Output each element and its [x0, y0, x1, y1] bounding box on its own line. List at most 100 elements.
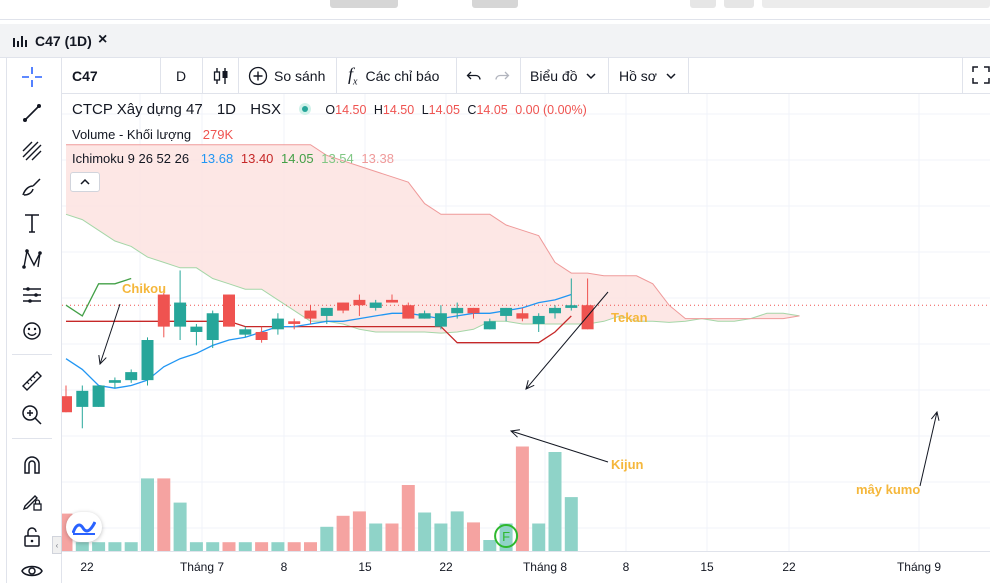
volume-bar [401, 485, 415, 551]
volume-bar [515, 446, 529, 551]
candle-body [549, 307, 561, 314]
volume-bar [450, 511, 464, 551]
time-axis-label: Tháng 9 [896, 560, 942, 574]
candle-body [190, 326, 203, 332]
prediction-icon[interactable] [17, 280, 47, 310]
candle-body [76, 390, 89, 407]
chevron-down-icon [666, 73, 676, 80]
volume-bar [141, 478, 154, 551]
senkou-span-b-line [66, 144, 800, 320]
kumo-arrow-head [930, 410, 940, 421]
toolbar-separator [520, 58, 521, 94]
candle-body [92, 385, 105, 407]
ruler-icon[interactable] [17, 366, 47, 396]
toolbar-separator [336, 58, 337, 94]
lock-icon[interactable] [17, 522, 47, 552]
browser-search-box[interactable] [762, 0, 990, 8]
candle-body [108, 380, 121, 383]
candle-body [483, 321, 496, 330]
redo-button[interactable] [494, 58, 510, 94]
time-axis-label: 22 [80, 560, 94, 574]
undo-icon [466, 71, 481, 80]
kumo-arrow [919, 411, 938, 487]
candle-body [223, 294, 235, 327]
chart-type-dropdown[interactable]: Biểu đồ [530, 58, 597, 94]
chart-tab-bar: C47 (1D) × [0, 24, 990, 58]
lock-drawing-icon[interactable] [17, 486, 47, 516]
ichimoku-senkou-a-value: 13.54 [321, 151, 354, 166]
fib-icon[interactable] [17, 136, 47, 166]
volume-bar [483, 540, 497, 551]
volume-bar [352, 511, 366, 551]
close-tab-icon[interactable]: × [98, 31, 108, 48]
crosshair-icon[interactable] [17, 62, 47, 92]
text-icon[interactable] [17, 208, 47, 238]
symbol-search-button[interactable]: C47 [72, 58, 98, 94]
time-axis-label: 8 [622, 560, 630, 574]
fx-icon: fx [348, 64, 358, 88]
time-axis-label: 8 [280, 560, 288, 574]
candle-body [320, 307, 333, 316]
chevron-up-icon [80, 178, 90, 185]
trendline-icon[interactable] [17, 98, 47, 128]
interval-button[interactable]: D [176, 58, 186, 94]
browser-button[interactable] [724, 0, 754, 8]
time-axis-label: 15 [358, 560, 372, 574]
candle-body [434, 313, 447, 327]
interval-label: D [176, 68, 187, 84]
collapse-legend-button[interactable] [70, 172, 100, 192]
kijun-line [66, 315, 572, 344]
volume-bar [499, 523, 513, 551]
price-chart-pane[interactable]: F [62, 94, 990, 551]
chikou-line [65, 277, 132, 317]
time-axis[interactable]: 22 Tháng 7 8 15 22 Tháng 8 8 15 22 Tháng… [62, 551, 990, 583]
magnet-icon[interactable] [17, 450, 47, 480]
volume-bar [385, 523, 399, 551]
candles-icon [213, 68, 228, 84]
candle-body [581, 305, 594, 330]
candle-body [337, 302, 350, 311]
browser-button[interactable] [330, 0, 398, 8]
browser-button[interactable] [690, 0, 716, 8]
browser-button[interactable] [472, 0, 518, 8]
candle-body [288, 321, 301, 324]
volume-bar [304, 542, 317, 551]
chart-canvas[interactable]: F [62, 94, 990, 551]
pattern-icon[interactable] [17, 244, 47, 274]
chart-tab-title[interactable]: C47 (1D) [35, 33, 92, 49]
compare-label: So sánh [274, 68, 326, 84]
volume-bar [157, 478, 171, 551]
collapse-sidebar-icon[interactable]: ‹ [52, 536, 62, 554]
candle-body [386, 299, 398, 303]
bar-style-button[interactable] [212, 58, 230, 94]
main-series-legend: CTCP Xây dựng 47 1D HSX O14.50 H14.50 L1… [72, 101, 595, 118]
kumo-annotation: mây kumo [856, 482, 921, 497]
candle-body [206, 313, 219, 341]
profile-dropdown[interactable]: Hồ sơ [619, 58, 677, 94]
indicators-label: Các chỉ báo [365, 68, 440, 84]
ichimoku-senkou-b-value: 13.38 [361, 151, 394, 166]
time-axis-label: Tháng 8 [522, 560, 568, 574]
emoji-icon[interactable] [17, 316, 47, 346]
toolbar-separator [456, 58, 457, 94]
sidebar-separator [12, 354, 52, 355]
compare-button[interactable]: So sánh [248, 58, 325, 94]
zoom-in-icon[interactable] [17, 400, 47, 430]
undo-button[interactable] [466, 58, 482, 94]
chikou-annotation: Chikou [122, 281, 167, 296]
volume-bar [467, 522, 480, 551]
brush-icon[interactable] [17, 172, 47, 202]
indicators-button[interactable]: fx Các chỉ báo [348, 58, 439, 94]
volume-legend: Volume - Khối lượng 279K [72, 127, 237, 142]
chart-tab-icon [13, 36, 27, 47]
candle-body [500, 307, 513, 316]
financials-badge-letter: F [502, 529, 510, 544]
candle-body [451, 307, 464, 314]
fullscreen-icon[interactable] [972, 66, 990, 84]
drawing-tools-sidebar [0, 58, 62, 583]
tradingview-logo-icon[interactable] [66, 512, 102, 542]
volume-bar [532, 523, 546, 551]
market-status-dot [299, 103, 312, 115]
candle-body [174, 302, 187, 327]
eye-icon[interactable] [17, 556, 47, 586]
